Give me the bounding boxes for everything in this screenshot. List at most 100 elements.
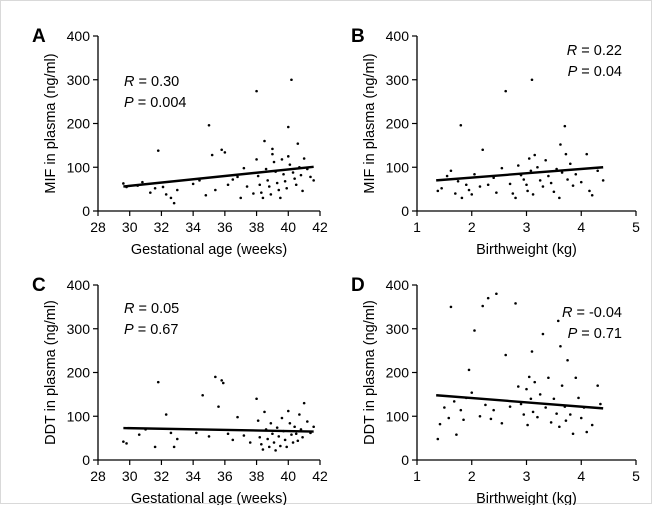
y-tick-label: 100 xyxy=(386,159,410,175)
x-tick-label: 3 xyxy=(523,468,531,484)
data-point xyxy=(563,124,567,128)
y-tick-label: 0 xyxy=(401,203,409,219)
data-point xyxy=(559,143,562,146)
data-point xyxy=(481,148,485,152)
p-value-label: P = 0.67 xyxy=(124,322,178,338)
data-point xyxy=(495,292,498,296)
data-point xyxy=(156,149,160,152)
data-point xyxy=(495,191,498,194)
data-point xyxy=(478,185,482,188)
data-point xyxy=(149,191,152,194)
data-point xyxy=(569,413,572,416)
data-point xyxy=(460,196,464,200)
regression-line xyxy=(123,426,314,433)
r-symbol: R xyxy=(124,74,135,90)
y-axis-label: DDT in plasma (ng/ml) xyxy=(362,300,378,445)
data-point xyxy=(221,381,225,385)
data-point xyxy=(288,163,292,166)
x-tick-label: 40 xyxy=(280,468,296,484)
data-point xyxy=(301,435,304,439)
y-tick-label: 300 xyxy=(67,321,91,337)
x-tick-label: 34 xyxy=(185,468,201,484)
data-point xyxy=(153,445,157,449)
data-point xyxy=(223,151,227,154)
data-point xyxy=(291,441,295,444)
data-point xyxy=(579,416,583,420)
data-point xyxy=(279,444,282,448)
data-point xyxy=(459,123,463,127)
data-point xyxy=(566,358,569,362)
x-tick-label: 36 xyxy=(217,219,233,235)
y-tick-label: 200 xyxy=(67,365,91,381)
data-point xyxy=(255,89,258,93)
p-symbol: P xyxy=(124,95,134,111)
data-point xyxy=(261,448,265,451)
data-point xyxy=(601,179,605,182)
y-tick-label: 400 xyxy=(67,28,91,44)
data-point xyxy=(559,344,562,348)
data-point xyxy=(256,174,260,178)
x-tick-label: 42 xyxy=(312,219,328,235)
data-point xyxy=(293,177,296,180)
data-point xyxy=(596,169,599,173)
panel-b: B 0 100 200 300 400 1 2 3 4 5 Birthweight (kg) MIF i… xyxy=(351,26,640,258)
p-value-label: P = 0.71 xyxy=(568,326,622,342)
data-point xyxy=(214,375,217,379)
data-point xyxy=(473,172,476,176)
x-axis-label: Birthweight (kg) xyxy=(476,242,577,258)
p-value: = 0.04 xyxy=(577,64,622,80)
data-point xyxy=(544,158,547,162)
data-point xyxy=(255,158,258,161)
x-tick-label: 5 xyxy=(632,468,640,484)
data-point xyxy=(508,405,512,408)
data-point xyxy=(263,410,266,414)
data-point xyxy=(529,397,533,401)
data-point xyxy=(599,402,602,406)
data-point xyxy=(263,139,266,143)
data-point xyxy=(574,376,578,380)
data-point xyxy=(527,375,531,379)
data-point xyxy=(260,191,263,194)
data-point xyxy=(207,435,211,438)
data-point xyxy=(467,368,471,372)
r-value: = 0.30 xyxy=(134,74,179,90)
data-point xyxy=(220,148,223,152)
data-point xyxy=(552,397,556,401)
panel-letter: D xyxy=(351,275,365,296)
x-tick-label: 2 xyxy=(468,468,476,484)
data-point xyxy=(588,189,591,193)
data-point xyxy=(531,193,535,196)
p-value-label: P = 0.04 xyxy=(568,64,622,80)
data-point xyxy=(226,432,230,436)
regression-line xyxy=(436,166,604,182)
panel-letter: A xyxy=(32,26,46,47)
r-value: = -0.04 xyxy=(572,305,622,321)
x-tick-label: 4 xyxy=(577,219,585,235)
data-point xyxy=(296,142,300,145)
data-point xyxy=(464,183,468,187)
y-tick-label: 300 xyxy=(386,321,410,337)
y-tick-label: 400 xyxy=(67,277,91,293)
y-tick-label: 400 xyxy=(386,277,410,293)
data-point xyxy=(500,421,504,425)
data-point xyxy=(285,445,289,449)
data-point xyxy=(530,78,534,82)
x-tick-label: 32 xyxy=(154,468,170,484)
x-tick-label: 38 xyxy=(249,468,265,484)
data-point xyxy=(544,406,547,409)
data-point xyxy=(516,164,520,167)
data-point xyxy=(484,403,487,407)
data-point xyxy=(236,415,239,419)
data-point xyxy=(459,408,463,412)
data-point xyxy=(153,186,157,190)
data-point xyxy=(447,416,451,420)
data-point xyxy=(258,183,262,187)
data-point xyxy=(552,190,556,194)
data-point xyxy=(277,435,281,438)
data-point xyxy=(454,192,457,195)
r-symbol: R xyxy=(562,305,573,321)
data-point xyxy=(299,428,303,431)
data-point xyxy=(541,332,545,336)
data-point xyxy=(286,155,290,158)
